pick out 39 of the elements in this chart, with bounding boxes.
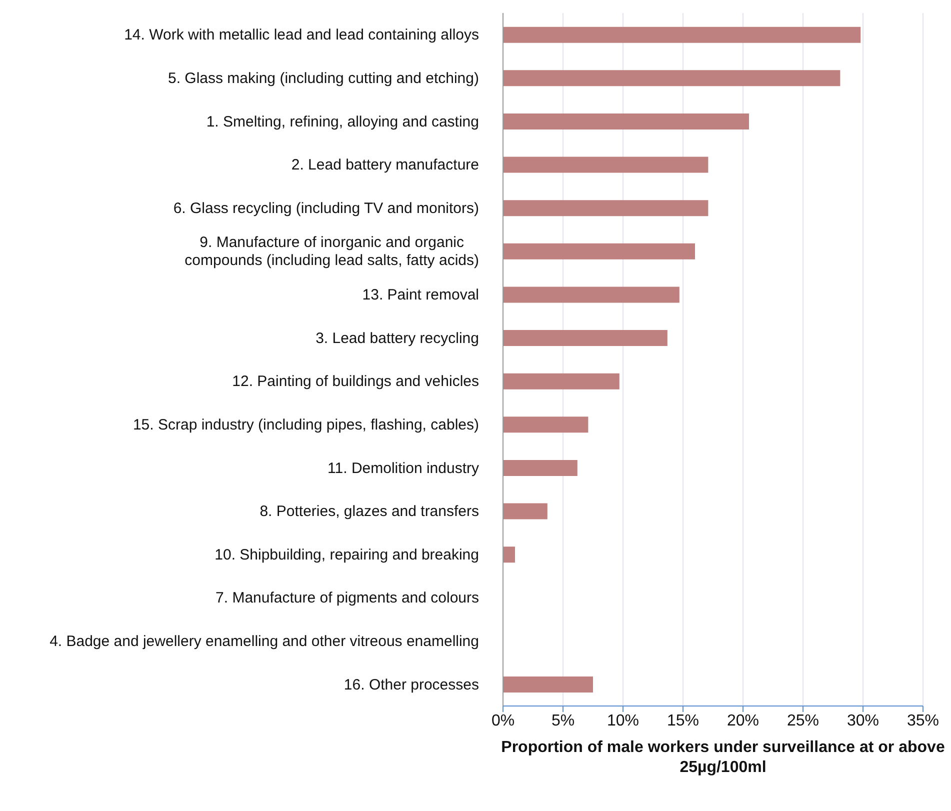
y-tick-label: 10. Shipbuilding, repairing and breaking [214,546,479,563]
y-tick-label: 15. Scrap industry (including pipes, flashing, cables) [132,416,479,433]
y-tick-label: 1. Smelting, refining, alloying and casting [206,112,479,130]
y-tick-label: 6. Glass recycling (including TV and monitors) [173,199,479,216]
y-tick-label: 9. Manufacture of inorganic and organic compounds (including lead salts, fatty acids) [184,234,480,269]
bar [503,503,548,520]
bar [503,330,668,346]
bar [503,546,515,563]
bar [503,243,695,260]
bar [503,113,749,130]
x-tick-label: 35% [906,712,940,730]
bar [503,676,593,693]
bar [503,200,708,216]
bar [503,70,840,86]
y-tick-label: 2. Lead battery manufacture [291,156,479,174]
y-tick-label: 12. Painting of buildings and vehicles [232,372,479,390]
y-tick-label: 5. Glass making (including cutting and etching) [168,69,479,86]
y-tick-label: 4. Badge and jewellery enamelling and other vitreous enamelling [50,632,479,650]
x-tick-label: 5% [551,712,575,730]
bar [503,460,578,476]
bar [503,373,620,390]
bar [503,26,861,43]
x-tick-label: 15% [666,712,700,730]
x-tick-label: 20% [726,712,760,730]
bar [503,416,588,433]
y-tick-label: 13. Paint removal [362,286,479,304]
y-tick-label: 11. Demolition industry [328,459,480,476]
x-axis-title: Proportion of male workers under surveillance at or above 25µg/100ml [500,738,946,778]
x-tick-label: 30% [846,712,880,730]
x-tick-label: 25% [786,712,820,730]
y-tick-label: 14. Work with metallic lead and lead containing alloys [124,26,479,44]
x-tick-label: 0% [491,712,515,730]
y-tick-label: 7. Manufacture of pigments and colours [216,589,479,606]
x-tick-label: 10% [606,712,640,730]
y-tick-label: 3. Lead battery recycling [316,329,479,346]
bar [503,156,708,173]
y-tick-label: 16. Other processes [344,676,479,693]
y-tick-label: 8. Potteries, glazes and transfers [260,502,479,520]
bar [503,286,680,303]
